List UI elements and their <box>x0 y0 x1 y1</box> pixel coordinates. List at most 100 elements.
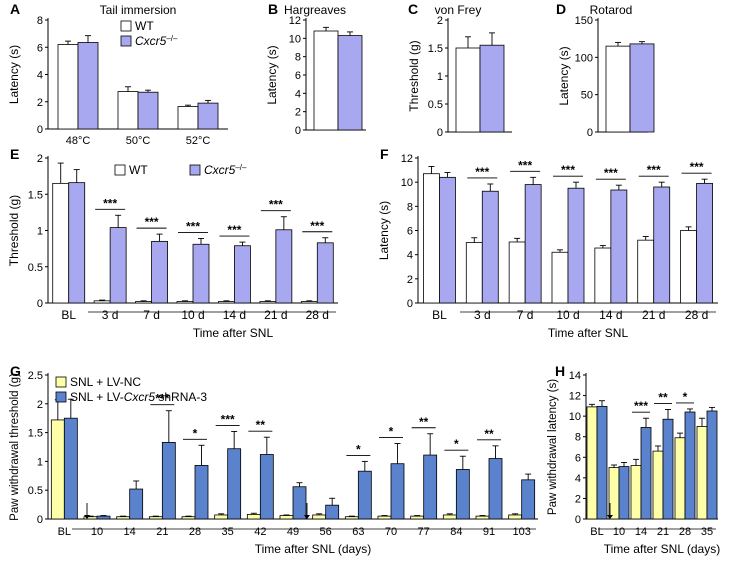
significance-label: *** <box>561 163 575 177</box>
x-tick-label: 7 d <box>517 308 534 322</box>
y-tick-label: 1.5 <box>28 189 43 201</box>
bar <box>423 454 438 520</box>
x-tick-label: 10 d <box>181 308 204 322</box>
bar <box>246 513 261 520</box>
legend-label: SNL + LV-Cxcr5 shRNA-3 <box>70 390 207 404</box>
significance-label: *** <box>103 196 117 210</box>
bar <box>292 486 307 520</box>
bar <box>508 514 523 520</box>
bar <box>129 488 144 520</box>
y-tick-label: 1 <box>37 456 43 468</box>
panel-E: 0 0.5 1 1.5 2 Threshold (g) BL 3 d *** 7 d *** 10 d… <box>7 153 338 340</box>
bar <box>455 47 481 133</box>
x-tick-label: 28 <box>679 526 691 538</box>
legend: WT Cxcr5–/– <box>114 163 247 177</box>
significance-label: ** <box>419 415 429 429</box>
panel-letter-H: H <box>555 363 565 379</box>
bar <box>481 190 499 304</box>
bar <box>63 417 78 520</box>
x-tick-label: 21 <box>657 526 669 538</box>
x-tick-label: 35 <box>701 526 713 538</box>
y-tick-label: 1 <box>437 71 443 83</box>
x-tick-label: 10 d <box>556 308 579 322</box>
significance-label: *** <box>518 158 532 172</box>
bar <box>439 176 456 304</box>
y-tick-label: 12 <box>569 391 581 403</box>
y-tick-label: 8 <box>37 15 43 27</box>
x-tick-label: 42 <box>254 526 266 538</box>
y-axis-label: Latency (s) <box>7 45 21 104</box>
x-axis-label: Time after SNL <box>193 326 274 340</box>
bar <box>77 42 99 130</box>
bar <box>357 470 372 520</box>
legend-label: Cxcr5–/– <box>204 163 247 177</box>
significance-label: *** <box>227 223 241 237</box>
y-tick-label: 8 <box>295 52 301 64</box>
panel-letter-B: B <box>268 1 278 17</box>
x-tick-label: 52°C <box>186 135 211 147</box>
x-tick-label: 14 <box>124 526 136 538</box>
y-axis-label: Paw withdrawal threshold (g) <box>9 373 21 521</box>
bar <box>551 251 569 304</box>
y-tick-label: 6 <box>575 452 581 464</box>
y-tick-label: 12 <box>289 15 301 27</box>
x-axis-label: Time after SNL <box>548 326 629 340</box>
significance-label: *** <box>604 166 618 180</box>
panel-title: von Frey <box>435 3 482 17</box>
y-tick-label: 4 <box>295 88 301 100</box>
y-axis-label: Threshold (g) <box>407 40 421 111</box>
bar <box>630 465 642 520</box>
significance-label: ** <box>658 390 668 404</box>
legend-swatch <box>120 35 132 47</box>
y-tick-label: 0 <box>37 298 43 310</box>
bar <box>706 410 718 520</box>
significance-label: *** <box>145 215 159 229</box>
y-tick-label: 0 <box>295 125 301 137</box>
significance-label: * <box>683 390 688 404</box>
y-axis-label: Latency (s) <box>557 46 571 105</box>
bar <box>116 516 131 520</box>
y-tick-label: 0 <box>407 298 413 310</box>
bar <box>344 516 359 520</box>
arrow-head <box>607 515 613 519</box>
panel-letter-G: G <box>10 363 21 379</box>
significance-label: *** <box>186 219 200 233</box>
x-tick-label: BL <box>61 308 76 322</box>
panel-C: 0 0.5 1 1.5 2 Threshold (g) <box>407 15 512 139</box>
significance-label: *** <box>155 392 169 406</box>
y-tick-label: 0 <box>587 127 593 139</box>
bar <box>629 43 655 133</box>
bar <box>93 300 111 304</box>
bar <box>234 245 251 304</box>
legend-swatch <box>189 164 201 176</box>
arrow-head <box>304 515 310 519</box>
x-tick-label: 49 <box>287 526 299 538</box>
y-tick-label: 6 <box>407 226 413 238</box>
significance-label: * <box>193 426 198 440</box>
x-tick-label: 10 <box>91 526 103 538</box>
significance-label: * <box>389 425 394 439</box>
bar <box>508 241 526 304</box>
x-tick-label: 63 <box>352 526 364 538</box>
bar <box>455 469 470 520</box>
significance-label: * <box>454 437 459 451</box>
bar <box>214 514 229 520</box>
bar <box>524 184 542 304</box>
x-tick-label: 10 <box>613 526 625 538</box>
x-tick-label: 14 <box>635 526 647 538</box>
panel-letter-E: E <box>10 146 19 162</box>
bar <box>390 463 405 520</box>
y-tick-label: 2 <box>37 97 43 109</box>
y-tick-label: 8 <box>407 201 413 213</box>
panel-F: 0 2 4 6 8 10 12 Latency (s) BL 3 d *** 7 d *** 10 d **… <box>377 153 718 340</box>
x-tick-label: 56 <box>320 526 332 538</box>
bar <box>227 448 242 520</box>
bar <box>605 45 631 133</box>
bar <box>194 465 209 520</box>
bar <box>57 44 79 130</box>
significance-label: *** <box>690 160 704 174</box>
significance-label: *** <box>634 399 648 413</box>
x-tick-label: 91 <box>483 526 495 538</box>
legend-swatch <box>120 20 132 32</box>
y-tick-label: 2 <box>437 15 443 27</box>
